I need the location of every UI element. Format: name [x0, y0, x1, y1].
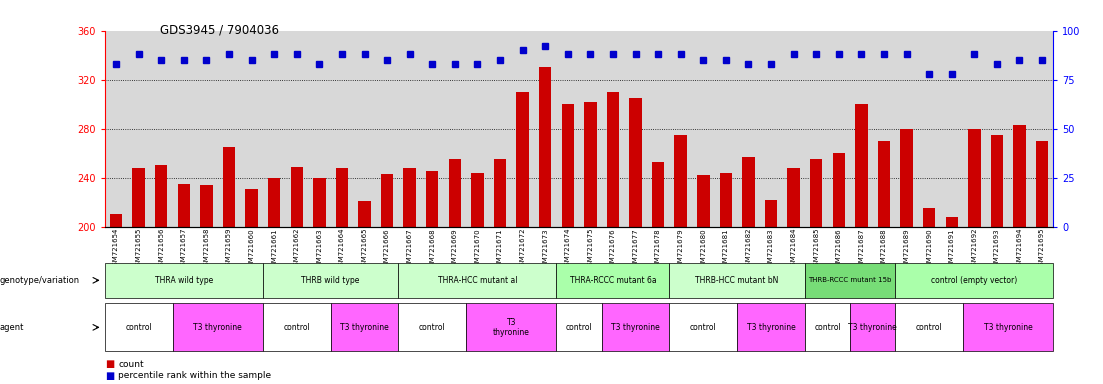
- Bar: [990, 135, 1003, 227]
- Bar: [268, 177, 280, 227]
- Bar: [539, 68, 552, 227]
- Text: count: count: [118, 359, 143, 369]
- Text: control: control: [814, 323, 840, 332]
- Bar: [426, 172, 439, 227]
- Text: T3 thyronine: T3 thyronine: [340, 323, 389, 332]
- Bar: [313, 177, 325, 227]
- Text: percentile rank within the sample: percentile rank within the sample: [118, 371, 271, 380]
- Text: T3 thyronine: T3 thyronine: [611, 323, 660, 332]
- Bar: [764, 200, 778, 227]
- Bar: [945, 217, 957, 227]
- Bar: [652, 162, 664, 227]
- Bar: [675, 135, 687, 227]
- Text: control: control: [566, 323, 592, 332]
- Bar: [110, 214, 122, 227]
- Bar: [178, 184, 190, 227]
- Bar: [878, 141, 890, 227]
- Text: control (empty vector): control (empty vector): [931, 276, 1017, 285]
- Text: GDS3945 / 7904036: GDS3945 / 7904036: [160, 23, 279, 36]
- Bar: [449, 159, 461, 227]
- Text: control: control: [915, 323, 943, 332]
- Bar: [290, 167, 303, 227]
- Text: genotype/variation: genotype/variation: [0, 276, 81, 285]
- Text: T3 thyronine: T3 thyronine: [193, 323, 242, 332]
- Bar: [335, 168, 349, 227]
- Bar: [923, 208, 935, 227]
- Bar: [585, 102, 597, 227]
- Bar: [201, 185, 213, 227]
- Bar: [358, 201, 371, 227]
- Bar: [132, 168, 144, 227]
- Bar: [1014, 125, 1026, 227]
- Text: ■: ■: [105, 371, 114, 381]
- Bar: [471, 173, 483, 227]
- Bar: [607, 92, 619, 227]
- Bar: [788, 168, 800, 227]
- Bar: [494, 159, 506, 227]
- Text: THRB wild type: THRB wild type: [301, 276, 360, 285]
- Text: THRA wild type: THRA wild type: [154, 276, 213, 285]
- Bar: [742, 157, 754, 227]
- Text: control: control: [126, 323, 152, 332]
- Bar: [630, 98, 642, 227]
- Bar: [968, 129, 981, 227]
- Text: T3 thyronine: T3 thyronine: [848, 323, 897, 332]
- Text: THRA-HCC mutant al: THRA-HCC mutant al: [438, 276, 517, 285]
- Text: THRB-RCCC mutant 15b: THRB-RCCC mutant 15b: [808, 277, 892, 283]
- Bar: [719, 173, 732, 227]
- Bar: [697, 175, 709, 227]
- Bar: [223, 147, 235, 227]
- Bar: [855, 104, 868, 227]
- Text: THRB-HCC mutant bN: THRB-HCC mutant bN: [696, 276, 779, 285]
- Bar: [900, 129, 913, 227]
- Text: ■: ■: [105, 359, 114, 369]
- Bar: [245, 189, 258, 227]
- Bar: [1036, 141, 1048, 227]
- Bar: [381, 174, 394, 227]
- Text: T3 thyronine: T3 thyronine: [984, 323, 1032, 332]
- Text: control: control: [419, 323, 446, 332]
- Bar: [516, 92, 528, 227]
- Text: agent: agent: [0, 323, 24, 332]
- Bar: [156, 166, 168, 227]
- Text: control: control: [283, 323, 310, 332]
- Bar: [404, 168, 416, 227]
- Text: THRA-RCCC mutant 6a: THRA-RCCC mutant 6a: [569, 276, 656, 285]
- Text: T3 thyronine: T3 thyronine: [747, 323, 795, 332]
- Bar: [561, 104, 574, 227]
- Text: T3
thyronine: T3 thyronine: [493, 318, 529, 337]
- Bar: [810, 159, 823, 227]
- Text: control: control: [689, 323, 717, 332]
- Bar: [833, 153, 845, 227]
